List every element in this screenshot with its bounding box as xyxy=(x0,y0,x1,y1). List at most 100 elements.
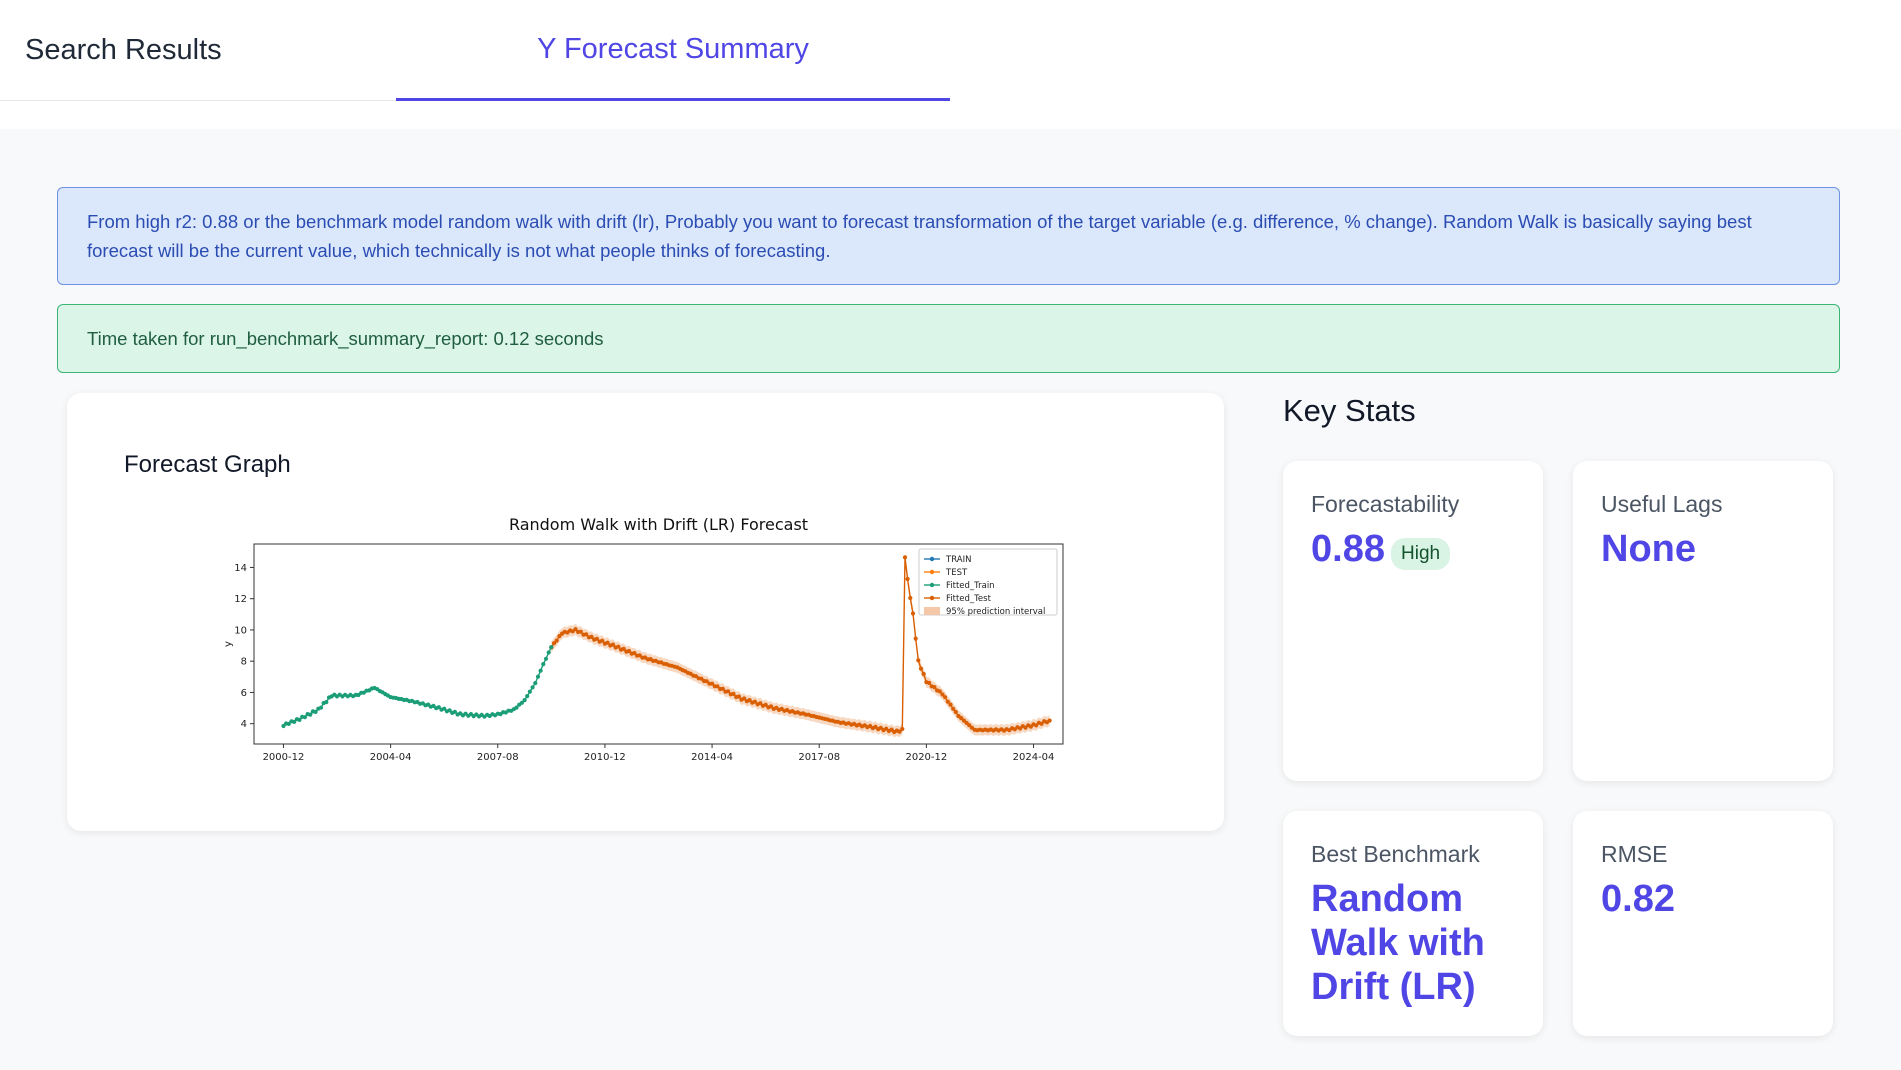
x-tick-label: 2000-12 xyxy=(263,752,305,763)
fitted-test-point xyxy=(763,702,768,707)
fitted-train-point xyxy=(436,705,441,710)
fitted-test-point xyxy=(902,555,908,560)
fitted-test-point xyxy=(742,696,747,701)
fitted-train-point xyxy=(452,709,457,714)
fitted-test-point xyxy=(967,723,972,728)
x-tick-label: 2014-04 xyxy=(691,752,733,763)
legend-marker xyxy=(929,556,935,562)
fitted-test-point xyxy=(927,680,932,685)
fitted-train-point xyxy=(530,685,535,690)
fitted-test-point xyxy=(720,686,725,691)
fitted-train-point xyxy=(519,700,524,705)
fitted-train-point xyxy=(447,708,452,713)
fitted-test-point xyxy=(621,646,626,651)
rmse-card: RMSE 0.82 xyxy=(1573,811,1833,1036)
fitted-test-point xyxy=(945,699,950,704)
forecast-graph-card: Forecast Graph Random Walk with Drift (L… xyxy=(67,393,1224,831)
legend-label: 95% prediction interval xyxy=(946,607,1045,617)
fitted-test-point xyxy=(551,641,557,646)
y-tick-label: 10 xyxy=(234,625,247,636)
top-tab-bar: Search Results Y Forecast Summary xyxy=(0,0,1901,129)
fitted-test-point xyxy=(584,632,589,637)
forecast-graph-title: Forecast Graph xyxy=(124,451,291,478)
fitted-test-point xyxy=(710,681,715,686)
forecast-chart: Random Walk with Drift (LR) Forecast 4 6 8 1… xyxy=(223,515,1064,763)
fitted-train-point xyxy=(525,694,530,699)
fitted-test-point xyxy=(704,679,709,684)
fitted-test-point xyxy=(943,695,948,700)
fitted-train-point xyxy=(541,662,546,667)
fitted-train-point xyxy=(292,719,297,724)
fitted-train-point xyxy=(297,717,302,722)
legend-label: TRAIN xyxy=(945,555,971,565)
legend-box xyxy=(918,548,1058,616)
fitted-train-point xyxy=(546,650,551,655)
fitted-train-point xyxy=(308,712,313,717)
best-benchmark-card: Best Benchmark Random Walk with Drift (L… xyxy=(1283,811,1543,1036)
fitted-test-point xyxy=(918,666,924,671)
fitted-test-point xyxy=(554,638,559,643)
fitted-test-point xyxy=(637,653,642,658)
forecastability-badge: High xyxy=(1391,538,1451,570)
success-alert-text: Time taken for run_benchmark_summary_rep… xyxy=(87,328,604,349)
forecastability-card: Forecastability 0.88 High xyxy=(1283,461,1543,781)
success-alert: Time taken for run_benchmark_summary_rep… xyxy=(57,304,1840,373)
tab-forecast-summary[interactable]: Y Forecast Summary xyxy=(396,0,950,101)
useful-lags-label: Useful Lags xyxy=(1601,491,1723,517)
forecastability-value: 0.88 xyxy=(1311,528,1385,570)
x-tick-label: 2007-08 xyxy=(477,752,519,763)
fitted-train-point xyxy=(535,674,541,679)
fitted-test-point xyxy=(594,636,600,641)
fitted-test-point xyxy=(752,699,758,704)
fitted-train-point xyxy=(318,705,324,710)
forecastability-label: Forecastability xyxy=(1311,491,1460,517)
fitted-test-point xyxy=(578,629,583,634)
fitted-train-point xyxy=(543,656,549,661)
legend-label: Fitted_Test xyxy=(946,594,992,604)
fitted-test-point xyxy=(610,642,616,647)
fitted-test-point xyxy=(736,694,742,699)
fitted-train-point xyxy=(549,645,554,650)
info-alert: From high r2: 0.88 or the benchmark mode… xyxy=(57,187,1840,285)
fitted-test-point xyxy=(951,706,956,711)
chart-title: Random Walk with Drift (LR) Forecast xyxy=(509,515,808,534)
best-benchmark-value: Random Walk with Drift (LR) xyxy=(1311,878,1485,1008)
fitted-test-point xyxy=(948,702,953,707)
y-tick-label: 14 xyxy=(234,563,247,574)
fitted-train-point xyxy=(522,698,527,703)
x-tick-label: 2004-04 xyxy=(370,752,412,763)
fitted-test-point xyxy=(916,658,921,663)
y-tick-label: 8 xyxy=(241,657,247,668)
y-axis-label: y xyxy=(223,641,234,647)
fitted-test-point xyxy=(747,698,752,703)
fitted-test-point xyxy=(959,716,964,721)
useful-lags-card: Useful Lags None xyxy=(1573,461,1833,781)
x-tick-label: 2010-12 xyxy=(584,752,626,763)
y-tick-label: 12 xyxy=(234,594,247,605)
fitted-train-point xyxy=(538,668,543,673)
fitted-test-point xyxy=(589,634,594,639)
fitted-train-point xyxy=(442,706,447,711)
y-tick-label: 6 xyxy=(241,688,247,699)
fitted-test-point xyxy=(905,576,910,582)
tab-search-results[interactable]: Search Results xyxy=(0,0,396,101)
x-tick-label: 2020-12 xyxy=(905,752,947,763)
fitted-test-point xyxy=(768,704,774,709)
fitted-test-point xyxy=(600,638,605,643)
y-tick-label: 4 xyxy=(241,719,247,730)
fitted-test-point xyxy=(731,691,736,696)
fitted-train-point xyxy=(286,721,291,726)
fitted-test-point xyxy=(715,684,720,689)
fitted-test-point xyxy=(616,644,621,649)
fitted-test-point xyxy=(632,651,637,656)
fitted-train-point xyxy=(313,709,318,714)
fitted-test-point xyxy=(900,726,905,732)
legend-marker xyxy=(929,569,935,575)
fitted-test-point xyxy=(573,627,578,632)
fitted-train-point xyxy=(324,700,329,705)
legend-label: TEST xyxy=(945,568,968,578)
rmse-value: 0.82 xyxy=(1601,878,1675,920)
info-alert-text: From high r2: 0.88 or the benchmark mode… xyxy=(87,211,1752,261)
fitted-test-point xyxy=(605,640,610,645)
fitted-test-point xyxy=(626,648,632,654)
